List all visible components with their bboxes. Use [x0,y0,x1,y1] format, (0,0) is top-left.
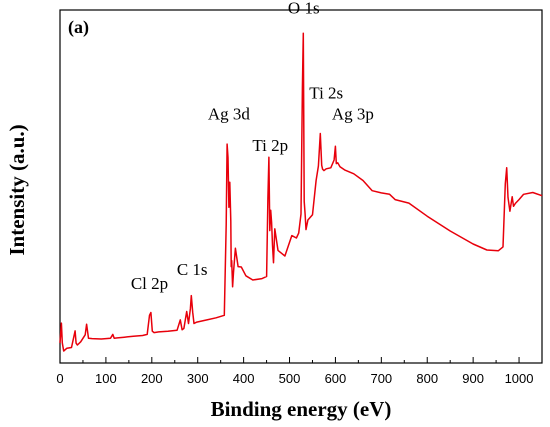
x-tick-label: 500 [279,371,301,386]
x-axis-tick-labels: 0 100 200 300 400 500 600 700 800 900 1000 [56,371,533,386]
peak-label: Ti 2s [309,83,343,102]
x-tick-label: 100 [95,371,117,386]
x-tick-label: 0 [56,371,63,386]
x-tick-label: 700 [370,371,392,386]
panel-label: (a) [68,17,89,38]
x-axis-title: Binding energy (eV) [211,397,392,421]
x-tick-label: 200 [141,371,163,386]
x-tick-label: 300 [187,371,209,386]
peak-label: Cl 2p [131,274,168,293]
plot-frame [59,9,543,364]
peak-label: O 1s [288,0,320,18]
x-tick-label: 400 [233,371,255,386]
x-tick-label: 600 [325,371,347,386]
x-tick-label: 800 [416,371,438,386]
y-axis-title: Intensity (a.u.) [5,124,29,255]
peak-label: Ag 3d [208,104,251,123]
peak-label: Ag 3p [332,104,374,123]
x-tick-label: 900 [462,371,484,386]
peak-label: C 1s [177,260,208,279]
peak-label: Ti 2p [252,136,288,155]
x-tick-label: 1000 [505,371,534,386]
x-axis-ticks [59,357,520,363]
spectrum-series-line [59,32,543,352]
